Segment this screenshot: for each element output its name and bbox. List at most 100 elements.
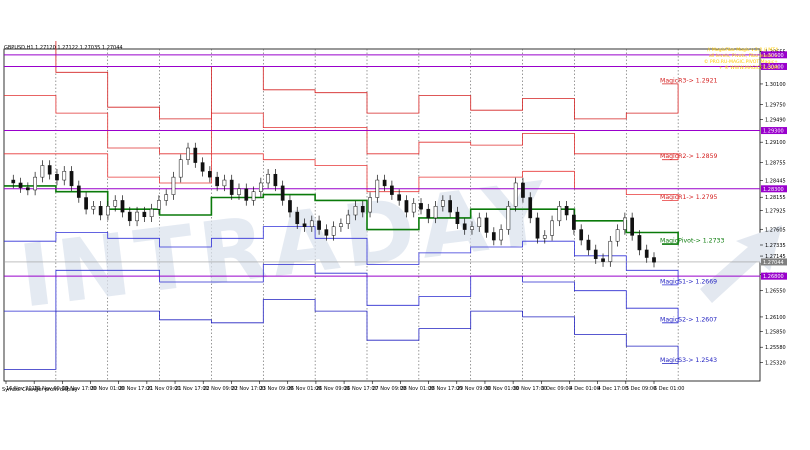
x-tick-label: 20 Nov 17:00 — [119, 386, 153, 392]
y-tick-label: 1.25320 — [765, 360, 786, 366]
candle-body — [521, 182, 525, 198]
candle-body — [69, 171, 74, 187]
pivot-line-s3 — [4, 299, 679, 370]
pivot-label-s2: MagicS2-> 1.2607 — [660, 316, 717, 323]
candle-body — [55, 173, 59, 181]
candle-body — [462, 223, 467, 230]
x-tick-label: 26 Nov 01:00 — [288, 386, 322, 392]
candle-body — [630, 217, 635, 236]
candle-body — [178, 159, 183, 178]
pivot-line-s1 — [4, 226, 679, 286]
candle-body — [601, 258, 605, 262]
candle-body — [557, 206, 562, 222]
candle-body — [491, 232, 496, 241]
candle-body — [426, 208, 431, 219]
pivot-line-r2 — [4, 95, 679, 161]
y-tick-label: 1.26550 — [765, 289, 786, 295]
status-text: Symbol Changer profit display — [2, 387, 78, 393]
candle-body — [244, 188, 249, 201]
x-tick-label: 6 Dec 01:00 — [654, 386, 684, 392]
x-tick-label: 27 Nov 09:00 — [372, 386, 406, 392]
x-tick-label: 5 Dec 09:00 — [626, 386, 656, 392]
candle-body — [11, 179, 16, 184]
y-tick-label: 1.27925 — [765, 209, 786, 215]
x-tick-label: 20 Nov 01:00 — [91, 386, 125, 392]
candle-body — [339, 223, 343, 227]
info-line: + ® WWW.MAGICFX.COM — [718, 66, 778, 71]
pivot-line-r3 — [4, 37, 679, 120]
x-tick-label: 22 Nov 17:00 — [231, 386, 265, 392]
candle-body — [564, 206, 569, 216]
x-tick-label: 29 Nov 09:00 — [457, 386, 491, 392]
x-tick-label: 30 Nov 01:00 — [485, 386, 519, 392]
price-tag-box — [761, 185, 787, 193]
candle-body — [215, 176, 219, 187]
price-tag-box — [761, 258, 787, 266]
x-tick-label: 21 Nov 09:00 — [147, 386, 181, 392]
x-tick-label: 19 Nov 09:00 — [34, 386, 68, 392]
candle-body — [346, 214, 351, 224]
candle-body — [637, 235, 642, 251]
candle-body — [375, 179, 380, 198]
candle-body — [419, 203, 423, 210]
candle-body — [47, 165, 52, 175]
candle-body — [411, 203, 416, 213]
candle-body — [368, 197, 372, 213]
candle-body — [120, 200, 125, 213]
candle-body — [266, 173, 270, 184]
candle-body — [615, 229, 620, 242]
x-tick-label: 26 Nov 09:00 — [316, 386, 350, 392]
price-tag-label: 1.27044 — [763, 260, 784, 266]
candle-body — [441, 200, 445, 207]
info-line: © PRO.RU-MAGIC.PIVOT Magic+ — [703, 60, 778, 65]
price-tag-label: 1.29300 — [763, 129, 784, 135]
x-tick-label: 28 Nov 01:00 — [400, 386, 434, 392]
price-tag-label: 1.28300 — [763, 187, 784, 193]
candle-body — [542, 235, 547, 239]
candle-body — [288, 200, 292, 213]
candle-body — [623, 217, 627, 230]
y-tick-label: 1.29750 — [765, 102, 786, 108]
candle-body — [208, 171, 212, 178]
pivot-label-r1: MagicR1-> 1.2795 — [660, 194, 718, 201]
candle-body — [302, 223, 307, 227]
x-tick-label: 28 Nov 17:00 — [429, 386, 463, 392]
y-tick-label: 1.29100 — [765, 140, 786, 146]
price-tag-box — [761, 272, 787, 280]
price-tag-label: 1.30400 — [763, 64, 784, 70]
y-tick-label: 1.27605 — [765, 227, 786, 233]
candle-body — [33, 176, 37, 191]
pivot-label-s3: MagicS3-> 1.2543 — [660, 357, 717, 364]
pivot-line-s2 — [4, 264, 679, 324]
watermark-arrow-icon — [700, 225, 782, 303]
plot-border — [3, 48, 761, 382]
y-tick-label: 1.25580 — [765, 345, 786, 351]
y-tick-label: 1.29490 — [765, 117, 786, 123]
candle-body — [91, 206, 96, 210]
candle-body — [98, 206, 103, 216]
info-line: // MagicFibo Magic v.2.0 // MT4 — [707, 48, 778, 53]
x-tick-label: 23 Nov 09:00 — [260, 386, 294, 392]
candle-body — [360, 206, 365, 213]
candle-body — [579, 229, 584, 241]
candle-body — [382, 179, 387, 187]
candle-body — [593, 249, 598, 259]
price-tag-label: 1.30600 — [763, 53, 784, 59]
candle-body — [390, 185, 394, 195]
candle-body — [149, 208, 154, 217]
pivot-label-r3: MagicR3-> 1.2921 — [660, 77, 718, 84]
candle-body — [404, 200, 409, 213]
y-tick-label: 1.28155 — [765, 195, 786, 201]
candle-body — [251, 191, 256, 201]
candle-body — [25, 187, 30, 191]
candle-body — [448, 200, 452, 213]
candle-body — [455, 211, 460, 224]
candle-body — [62, 171, 67, 181]
y-tick-label: 1.25850 — [765, 329, 786, 335]
price-chart[interactable]: INTRADAY 1.306551.303791.301001.297501.2… — [0, 37, 810, 411]
candle-body — [535, 217, 540, 239]
pivot-label-r2: MagicR2-> 1.2859 — [660, 153, 718, 160]
candle-body — [324, 229, 329, 236]
candle-body — [18, 182, 23, 188]
candle-body — [237, 188, 241, 195]
